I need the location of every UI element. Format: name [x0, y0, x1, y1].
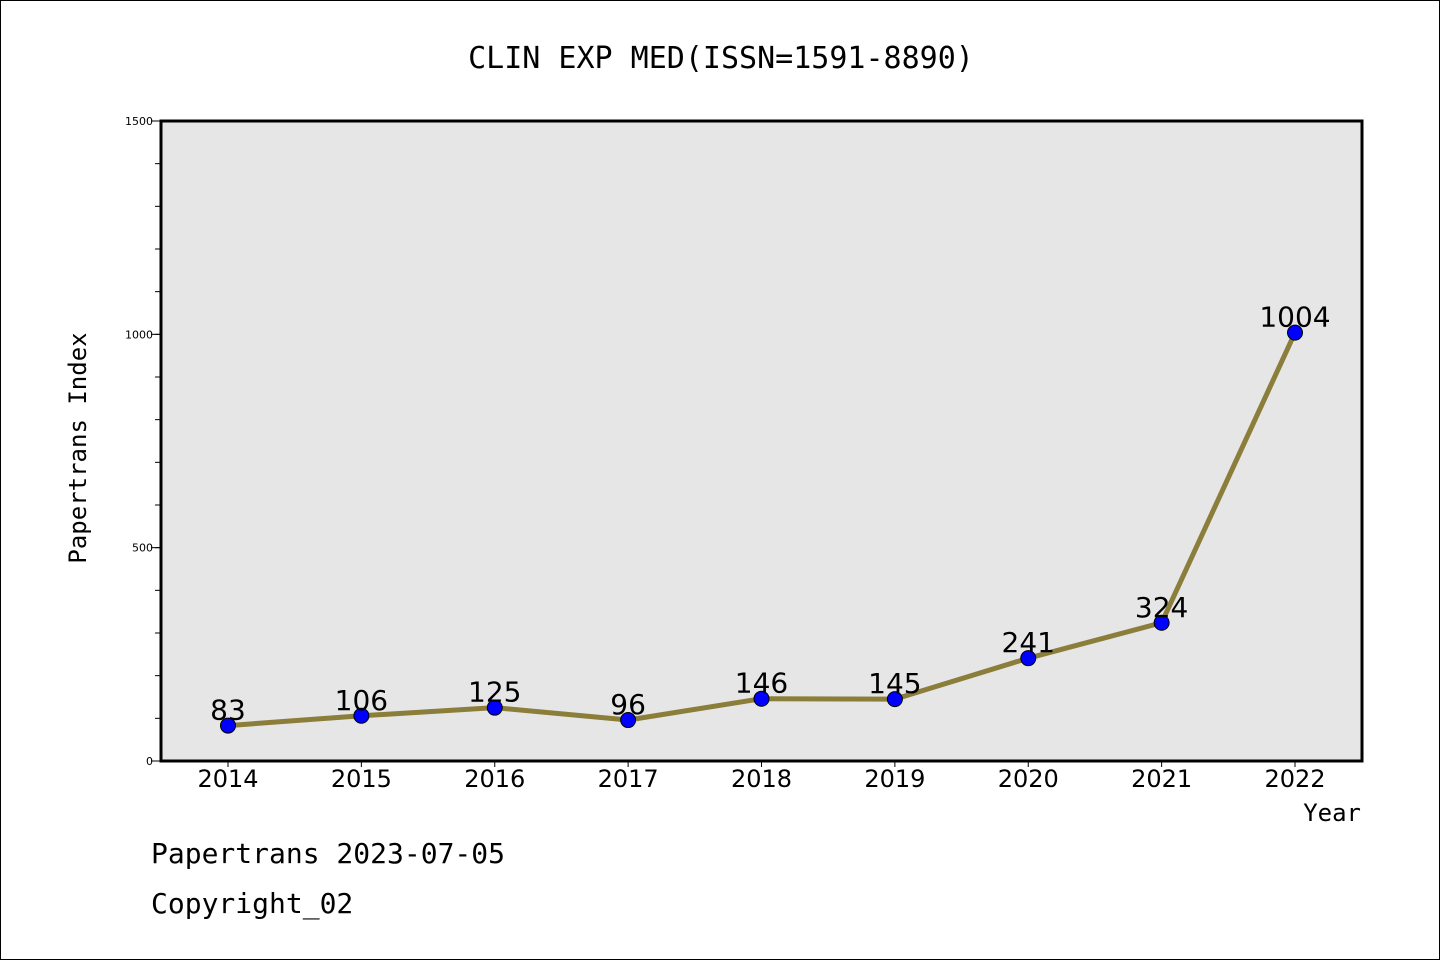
y-axis-ticks: 0 500 1000 1500 [125, 115, 161, 768]
chart-title: CLIN EXP MED(ISSN=1591-8890) [468, 41, 974, 76]
y-axis-title: Papertrans Index [64, 332, 92, 563]
x-tick-label: 2021 [1131, 765, 1192, 793]
data-label: 146 [735, 667, 788, 700]
series-group: 83 106 125 96 146 145 241 324 1004 [210, 301, 1331, 734]
x-tick-label: 2022 [1264, 765, 1325, 793]
data-label: 1004 [1259, 301, 1330, 334]
data-point [1153, 614, 1170, 631]
data-point [886, 691, 903, 708]
y-tick-label: 1500 [125, 115, 153, 128]
x-axis-title: Year [1303, 799, 1361, 827]
data-point [753, 690, 770, 707]
data-point [353, 707, 370, 724]
data-label: 96 [610, 688, 646, 721]
x-tick-label: 2020 [998, 765, 1059, 793]
x-tick-label: 2015 [331, 765, 392, 793]
x-tick-label: 2019 [864, 765, 925, 793]
data-label: 324 [1135, 591, 1188, 624]
footer-copyright: Copyright_02 [151, 887, 354, 920]
data-point [1287, 324, 1303, 341]
data-point [1020, 650, 1037, 667]
data-label: 106 [335, 684, 388, 717]
data-point [486, 699, 503, 716]
x-tick-label: 2014 [197, 765, 258, 793]
x-axis-ticks: 2014 2015 2016 2017 2018 2019 2020 2021 2022 [197, 761, 1326, 793]
x-tick-label: 2018 [731, 765, 792, 793]
data-label: 241 [1002, 626, 1055, 659]
y-tick-label: 0 [146, 755, 153, 768]
y-tick-label: 1000 [125, 328, 153, 341]
footer-date: Papertrans 2023-07-05 [151, 837, 506, 870]
data-label: 83 [210, 694, 246, 727]
plot-area [159, 119, 1364, 763]
data-point [220, 717, 236, 734]
data-label: 125 [468, 676, 521, 709]
data-label: 145 [868, 667, 921, 700]
x-tick-label: 2016 [464, 765, 525, 793]
x-tick-label: 2017 [598, 765, 659, 793]
data-point [620, 712, 637, 729]
y-tick-label: 500 [132, 542, 153, 555]
